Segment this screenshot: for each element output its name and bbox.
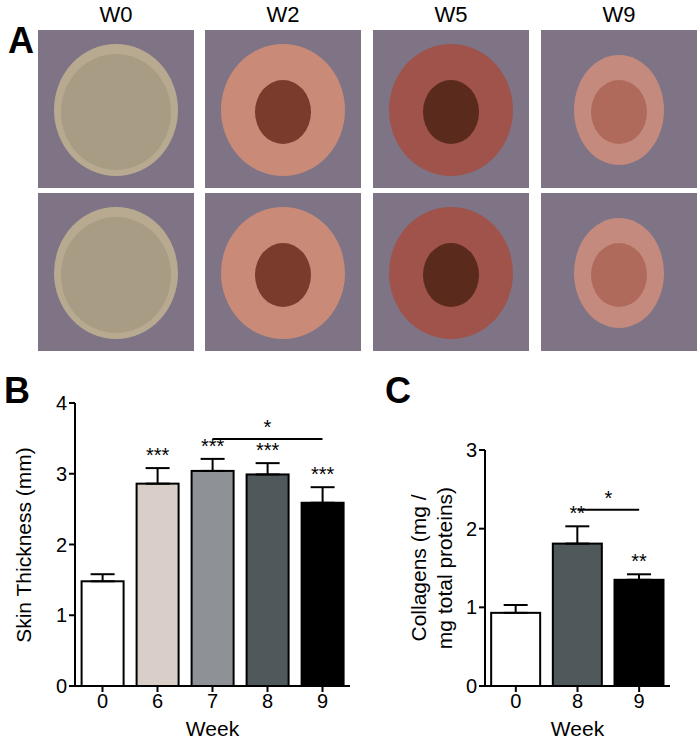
html-text:B: B [4,370,30,411]
svg-text:8: 8 [572,690,583,712]
svg-text:**: ** [570,502,586,524]
svg-text:3: 3 [56,463,67,485]
html-text:W0: W0 [99,2,133,27]
svg-text:2: 2 [466,518,477,540]
svg-text:***: *** [311,463,335,485]
svg-text:0: 0 [466,675,477,697]
svg-text:Week: Week [186,717,240,740]
svg-text:***: *** [256,439,280,461]
html-text:W5: W5 [434,2,468,27]
svg-text:8: 8 [262,690,273,712]
svg-text:2: 2 [56,534,67,556]
html-text:C: C [385,370,411,411]
svg-text:0: 0 [510,690,521,712]
svg-text:4: 4 [56,392,67,414]
html-text:Skin Thickness (mm): Skin Thickness (mm) [12,447,35,643]
svg-text:7: 7 [207,690,218,712]
svg-text:***: *** [146,444,170,466]
svg-text:Week: Week [551,717,605,740]
html-text:W2: W2 [266,2,300,27]
html-text:A: A [8,20,34,61]
html-text:Collagens (mg /: Collagens (mg / [407,494,430,642]
svg-text:*: * [604,487,612,509]
svg-text:0: 0 [56,675,67,697]
svg-text:3: 3 [466,439,477,461]
html-text:mg total proteins): mg total proteins) [433,486,456,650]
svg-text:1: 1 [466,596,477,618]
svg-text:6: 6 [152,690,163,712]
svg-text:9: 9 [634,690,645,712]
svg-text:0: 0 [97,690,108,712]
svg-text:1: 1 [56,604,67,626]
svg-text:**: ** [631,550,647,572]
html-text:W9: W9 [602,2,636,27]
svg-text:9: 9 [317,690,328,712]
svg-text:*: * [264,416,272,438]
